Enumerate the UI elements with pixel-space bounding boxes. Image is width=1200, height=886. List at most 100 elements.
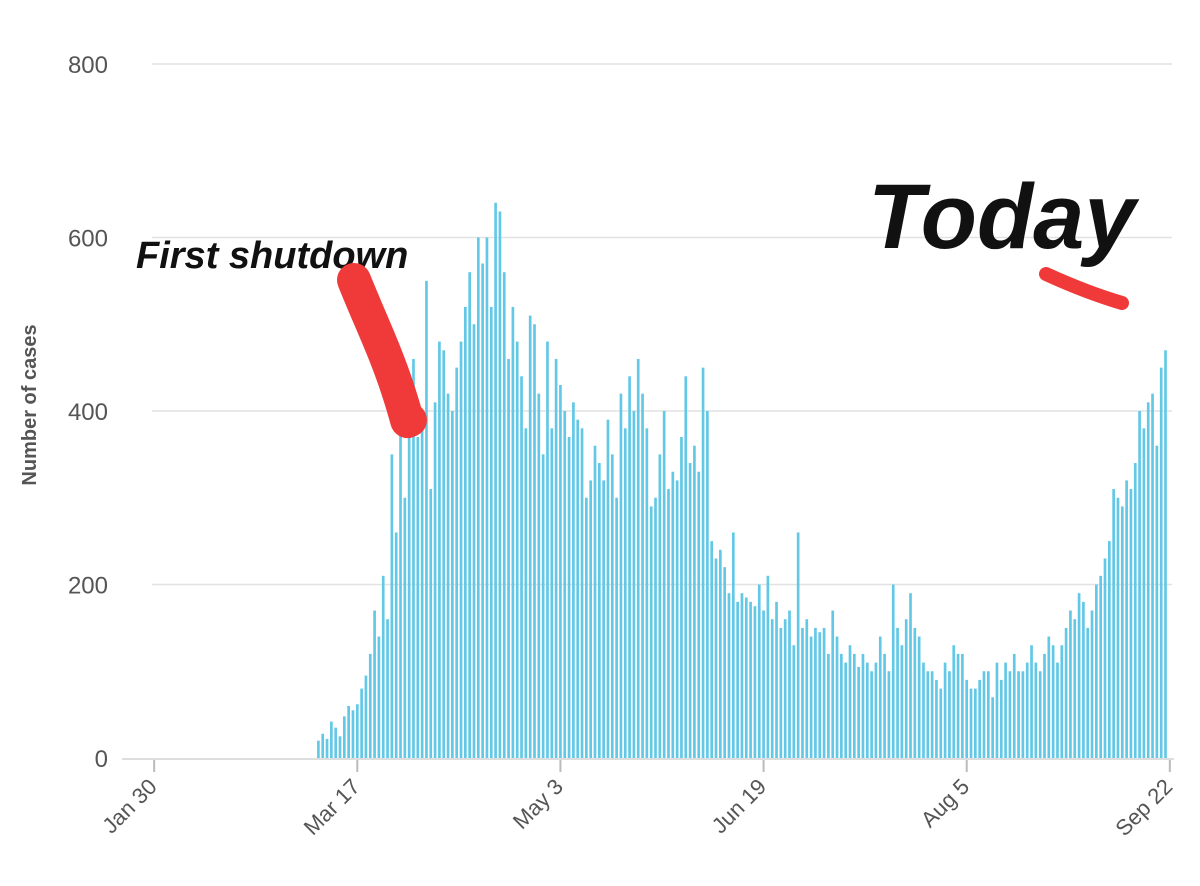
bar [956,653,960,758]
y-tick-label: 200 [68,573,108,600]
today-marker [1039,267,1129,310]
bar [472,324,476,758]
bar [580,428,584,758]
bar [1146,402,1150,758]
bar [559,384,562,758]
bar [533,324,536,758]
bar [770,619,774,758]
bar [524,428,528,758]
bar [593,445,597,758]
bar [840,653,843,758]
bar [438,341,441,758]
bar [585,497,588,758]
bar [1112,489,1115,758]
bar [455,367,459,759]
bar [476,237,480,758]
bar [550,428,554,758]
bar [857,666,860,758]
bar [727,593,731,758]
bar [913,627,917,759]
bar [628,376,631,758]
bar [1151,393,1154,758]
bar [433,402,437,758]
bar [1159,367,1163,759]
x-tick-label: Mar 17 [299,774,365,840]
bar [809,636,813,758]
bar [1120,506,1124,758]
bar [999,679,1003,758]
bar [939,688,943,758]
bar [520,376,523,758]
bar [334,727,338,758]
bar [662,411,666,758]
bar [926,671,930,758]
bar [451,411,454,758]
bar [917,636,921,758]
bar [744,597,748,758]
bar [675,480,679,758]
bar [468,272,472,758]
bar [429,489,433,758]
bar [844,662,848,758]
bar [1082,601,1085,758]
bar [788,610,791,758]
bar [658,454,662,759]
bar [511,306,515,758]
bars [317,202,1167,759]
bar [403,497,407,758]
bar [541,454,545,759]
bar [321,733,325,758]
bar [1043,653,1046,758]
bar [1056,662,1059,758]
bar [835,636,839,758]
bar [822,627,826,759]
bar [420,428,424,758]
bar [1155,445,1159,758]
bar [749,601,752,758]
annotations: First shutdown Today [136,166,1139,439]
bar [464,306,467,758]
bar [606,419,610,758]
bar [779,627,783,759]
bar [597,463,601,758]
bar [723,567,727,758]
bar [848,645,852,758]
bar [766,575,770,758]
bar [667,489,670,758]
bar [399,428,402,758]
bar [1077,593,1081,758]
shutdown-marker [337,263,427,439]
bar [861,653,865,758]
x-tick-label: Jun 19 [707,774,771,838]
bar [878,636,882,758]
bar [736,601,739,758]
bar [1095,584,1098,758]
bar [831,610,835,758]
bar [386,619,389,758]
bar [1030,645,1033,758]
bar [697,471,701,758]
bar [1047,636,1051,758]
bar [390,454,394,759]
bar [636,358,640,758]
bar [446,393,450,758]
bar [1138,411,1141,758]
bar [688,463,692,758]
bar [654,497,657,758]
bar [1129,489,1133,758]
bar [935,679,938,758]
grid-lines [152,63,1172,586]
bar [641,393,644,758]
bar [775,601,778,758]
bar [1021,671,1025,758]
bar [347,705,350,758]
y-tick-label: 600 [68,226,108,253]
bar [896,627,899,759]
y-axis-label: Number of cases [19,324,41,485]
bar [1008,671,1012,758]
bar [546,341,549,758]
bar [1116,497,1120,758]
bar [671,471,675,758]
bar [943,662,947,758]
